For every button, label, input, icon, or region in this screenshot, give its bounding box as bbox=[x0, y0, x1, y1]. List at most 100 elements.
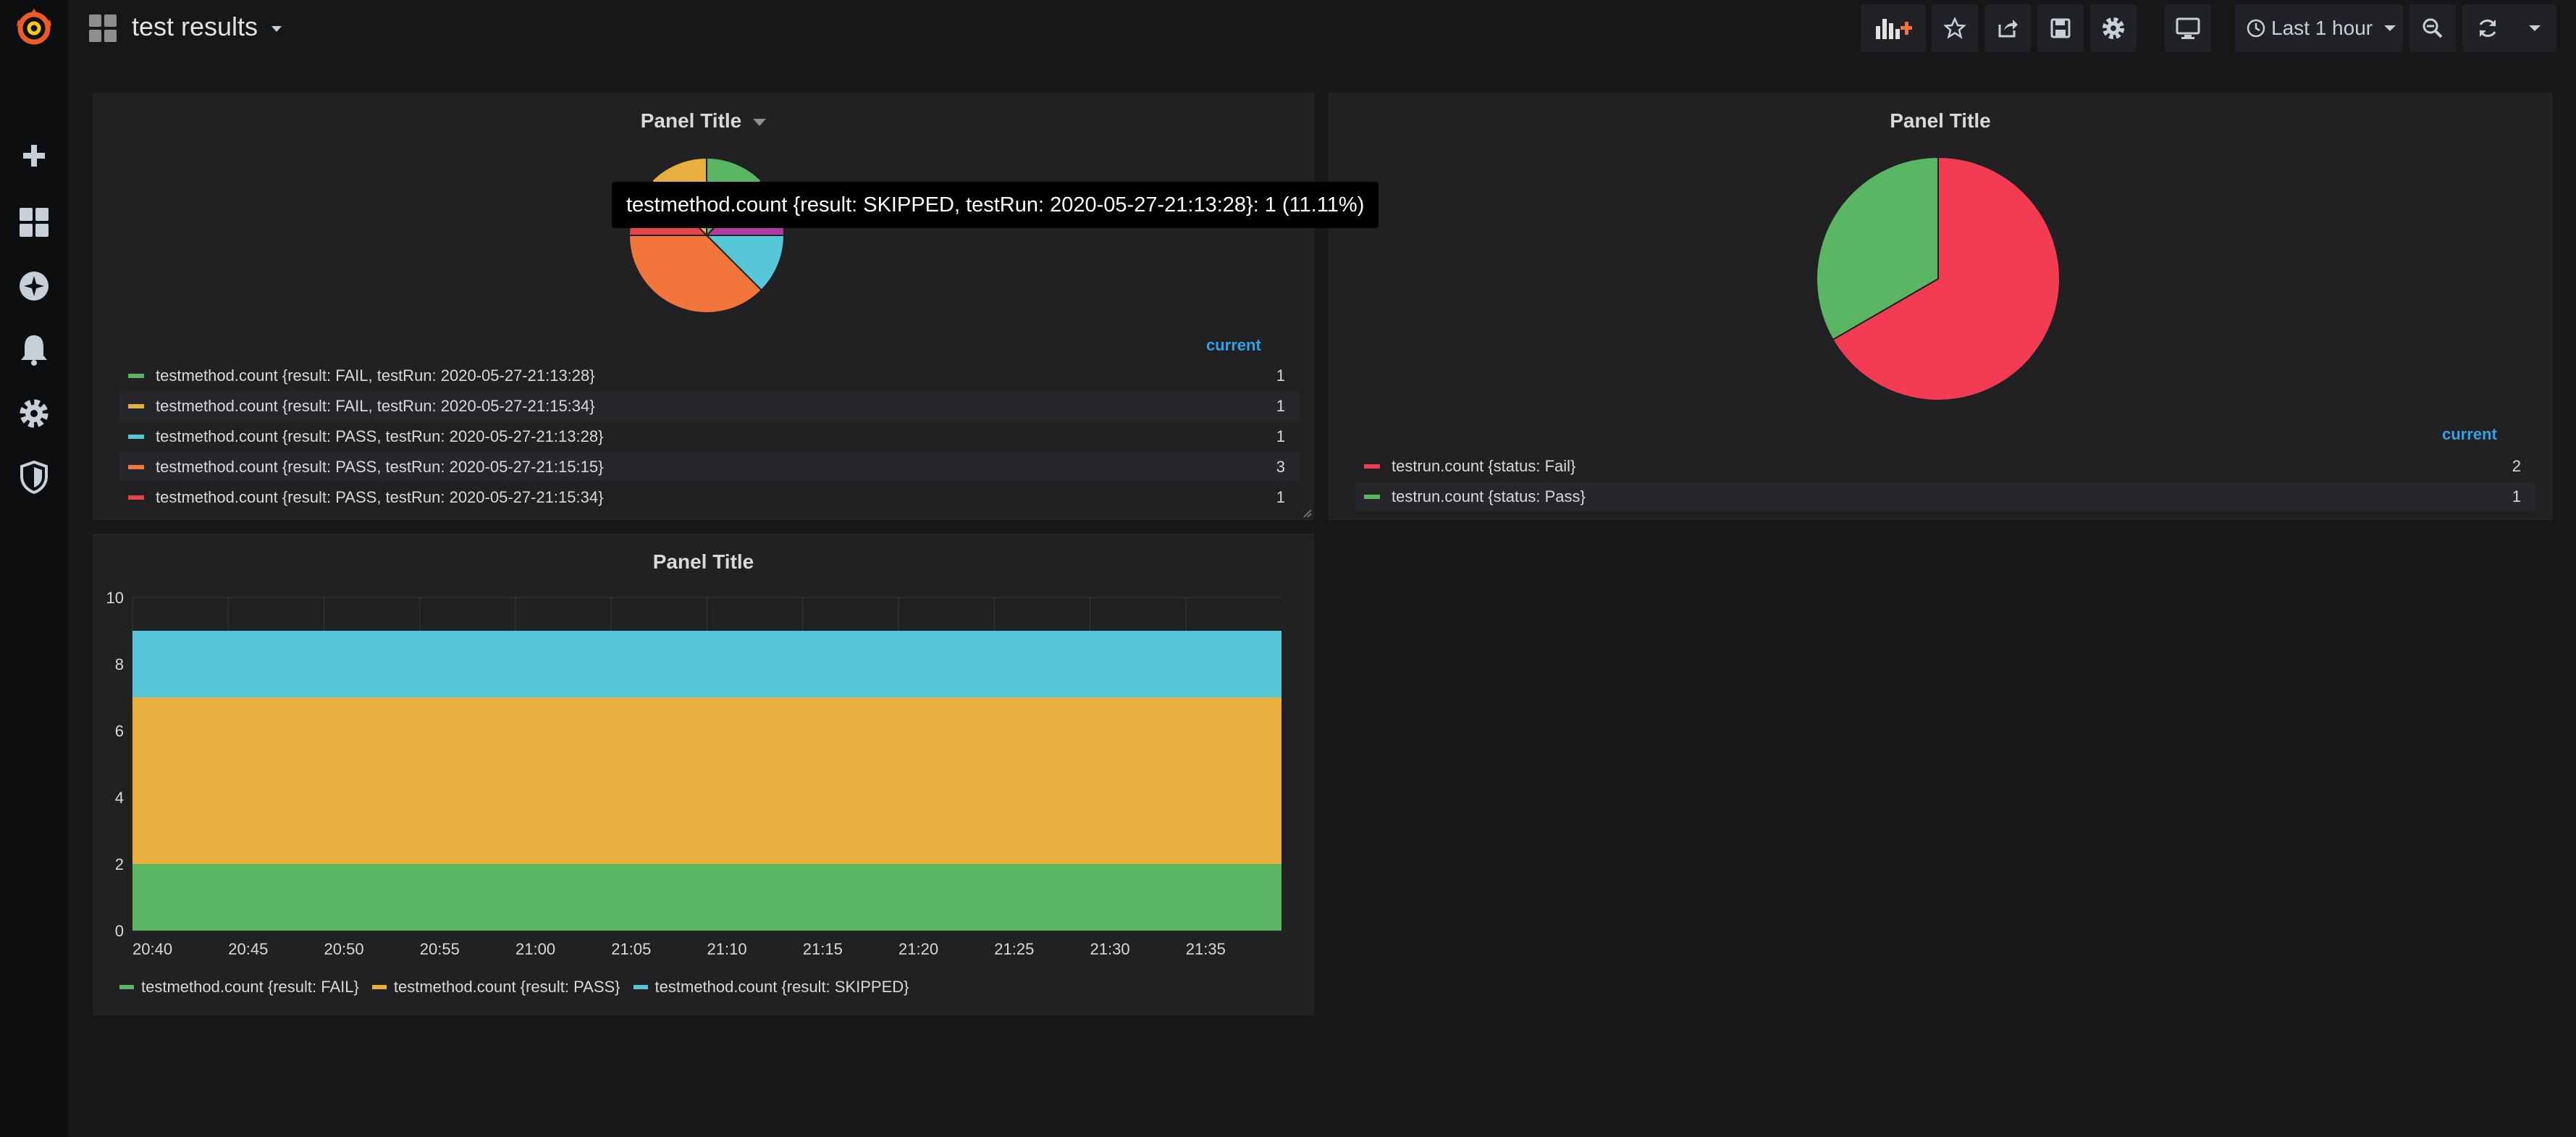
legend-value: 1 bbox=[1276, 488, 1285, 506]
sidebar bbox=[0, 0, 67, 1137]
legend-item[interactable]: testrun.count {status: Fail} 2 bbox=[1355, 452, 2535, 481]
legend-color-swatch[interactable] bbox=[128, 404, 144, 408]
legend-item[interactable]: testrun.count {status: Pass} 1 bbox=[1355, 482, 2535, 511]
y-tick-label: 10 bbox=[106, 589, 124, 607]
server-admin-shield-icon[interactable] bbox=[0, 452, 67, 503]
x-tick-label: 21:20 bbox=[898, 940, 938, 958]
pie-chart[interactable] bbox=[627, 156, 786, 315]
refresh-interval-chevron-down-icon bbox=[2529, 25, 2541, 31]
panel-title[interactable]: Panel Title bbox=[1890, 109, 1991, 132]
configuration-gear-icon[interactable] bbox=[0, 388, 67, 439]
x-tick-label: 20:55 bbox=[420, 940, 460, 958]
dashboard-title[interactable]: test results bbox=[132, 12, 258, 41]
legend-label[interactable]: testmethod.count {result: PASS, testRun:… bbox=[156, 427, 604, 445]
legend-color-swatch[interactable] bbox=[128, 435, 144, 439]
explore-compass-icon[interactable] bbox=[0, 261, 67, 311]
settings-gear-icon bbox=[2102, 17, 2125, 40]
add-panel-button[interactable] bbox=[1861, 4, 1926, 52]
time-range-label: Last 1 hour bbox=[2271, 17, 2373, 39]
x-tick-label: 21:05 bbox=[611, 940, 651, 958]
area-series[interactable] bbox=[132, 864, 1281, 931]
dashboards-icon[interactable] bbox=[0, 197, 67, 248]
pie-slice[interactable] bbox=[704, 235, 786, 292]
legend-label[interactable]: testmethod.count {result: PASS, testRun:… bbox=[156, 488, 604, 506]
dashboard-grid-icon bbox=[89, 14, 117, 46]
legend-value: 3 bbox=[1276, 458, 1285, 476]
legend-label[interactable]: testrun.count {status: Fail} bbox=[1392, 457, 1576, 475]
pie-chart[interactable] bbox=[1815, 156, 2061, 402]
refresh-button[interactable] bbox=[2462, 4, 2556, 52]
legend-item[interactable]: testmethod.count {result: PASS, testRun:… bbox=[119, 422, 1300, 451]
add-panel-icon bbox=[1876, 19, 1912, 39]
legend-item[interactable]: testmethod.count {result: SKIPPED} bbox=[633, 978, 909, 997]
panel-menu-chevron-down-icon[interactable] bbox=[753, 118, 767, 126]
save-dashboard-button[interactable] bbox=[2037, 4, 2084, 52]
legend-label[interactable]: testmethod.count {result: SKIPPED} bbox=[654, 978, 909, 996]
legend-item[interactable]: testmethod.count {result: FAIL, testRun:… bbox=[119, 392, 1300, 421]
grafana-logo-icon[interactable] bbox=[0, 1, 67, 52]
pie-slice[interactable] bbox=[1816, 156, 1939, 341]
panel-title[interactable]: Panel Title bbox=[652, 550, 754, 573]
legend-color-swatch[interactable] bbox=[1364, 495, 1380, 499]
x-tick-label: 21:25 bbox=[994, 940, 1034, 958]
legend-item[interactable]: testmethod.count {result: PASS, testRun:… bbox=[119, 483, 1300, 512]
legend-header-current[interactable]: current bbox=[1206, 336, 1261, 354]
chevron-down-icon bbox=[2384, 25, 2396, 31]
zoom-out-button[interactable] bbox=[2409, 4, 2456, 52]
legend-color-swatch[interactable] bbox=[371, 985, 387, 989]
legend-label[interactable]: testrun.count {status: Pass} bbox=[1392, 487, 1586, 505]
y-tick-label: 0 bbox=[115, 922, 124, 940]
legend-value: 1 bbox=[1276, 427, 1285, 445]
dashboard-title-chevron-down-icon[interactable] bbox=[272, 26, 282, 32]
x-tick-label: 20:50 bbox=[324, 940, 364, 958]
stacked-area-chart[interactable]: 0 2 4 6 8 10 20:40 20:45 20:50 20:55 21:00 21:05 21:… bbox=[93, 585, 1313, 976]
legend-label[interactable]: testmethod.count {result: FAIL, testRun:… bbox=[156, 366, 595, 385]
panel-testrun-pie: Panel Title current testrun.count {statu… bbox=[1329, 93, 2552, 520]
legend-color-swatch[interactable] bbox=[1364, 464, 1380, 469]
area-series[interactable] bbox=[132, 631, 1281, 697]
legend-label[interactable]: testmethod.count {result: FAIL, testRun:… bbox=[156, 397, 595, 415]
pie-slice[interactable] bbox=[1832, 156, 2061, 401]
legend-label[interactable]: testmethod.count {result: PASS, testRun:… bbox=[156, 458, 604, 476]
x-tick-label: 20:40 bbox=[132, 940, 172, 958]
pie-slice-tooltip: testmethod.count {result: SKIPPED, testR… bbox=[612, 182, 1379, 228]
area-series[interactable] bbox=[132, 697, 1281, 864]
y-tick-label: 4 bbox=[115, 789, 124, 807]
legend-item[interactable]: testmethod.count {result: FAIL, testRun:… bbox=[119, 361, 1300, 390]
share-dashboard-button[interactable] bbox=[1984, 4, 2031, 52]
legend-label[interactable]: testmethod.count {result: PASS} bbox=[393, 978, 620, 996]
legend-label[interactable]: testmethod.count {result: FAIL} bbox=[141, 978, 359, 996]
legend-item[interactable]: testmethod.count {result: PASS, testRun:… bbox=[119, 453, 1300, 482]
share-icon bbox=[1998, 20, 2018, 38]
create-plus-icon[interactable] bbox=[0, 130, 67, 181]
panel-title[interactable]: Panel Title bbox=[93, 109, 1313, 133]
top-navbar: test results Last 1 hour bbox=[67, 0, 2576, 58]
cycle-view-mode-button[interactable] bbox=[2165, 4, 2211, 52]
legend-color-swatch[interactable] bbox=[633, 985, 648, 989]
dashboard-settings-button[interactable] bbox=[2090, 4, 2137, 52]
monitor-icon bbox=[2176, 17, 2200, 39]
x-tick-label: 21:35 bbox=[1186, 940, 1226, 958]
legend-color-swatch[interactable] bbox=[119, 985, 134, 989]
pie-slice[interactable] bbox=[628, 235, 763, 314]
legend-header-current[interactable]: current bbox=[2442, 425, 2497, 443]
save-icon bbox=[2050, 18, 2071, 38]
x-tick-label: 20:45 bbox=[228, 940, 268, 958]
star-dashboard-button[interactable] bbox=[1932, 4, 1978, 52]
refresh-icon bbox=[2479, 20, 2496, 37]
legend-color-swatch[interactable] bbox=[128, 495, 144, 500]
graph-legend: testmethod.count {result: FAIL} testmetho… bbox=[119, 973, 922, 1002]
legend-item[interactable]: testmethod.count {result: FAIL} bbox=[119, 978, 359, 997]
legend-value: 1 bbox=[1276, 397, 1285, 415]
alerting-bell-icon[interactable] bbox=[0, 324, 67, 375]
y-tick-label: 8 bbox=[115, 655, 124, 674]
x-tick-label: 21:30 bbox=[1090, 940, 1130, 958]
legend-color-swatch[interactable] bbox=[128, 374, 144, 378]
x-tick-label: 21:15 bbox=[803, 940, 843, 958]
legend-color-swatch[interactable] bbox=[128, 465, 144, 469]
resize-handle-icon[interactable] bbox=[1303, 509, 1312, 518]
panel-testmethod-graph: Panel Title 0 2 4 6 8 10 20:40 20:45 20:50 20:55 2… bbox=[93, 534, 1314, 1015]
legend-value: 1 bbox=[2512, 487, 2521, 505]
time-range-picker[interactable]: Last 1 hour bbox=[2235, 4, 2403, 52]
legend-item[interactable]: testmethod.count {result: PASS} bbox=[371, 978, 620, 997]
